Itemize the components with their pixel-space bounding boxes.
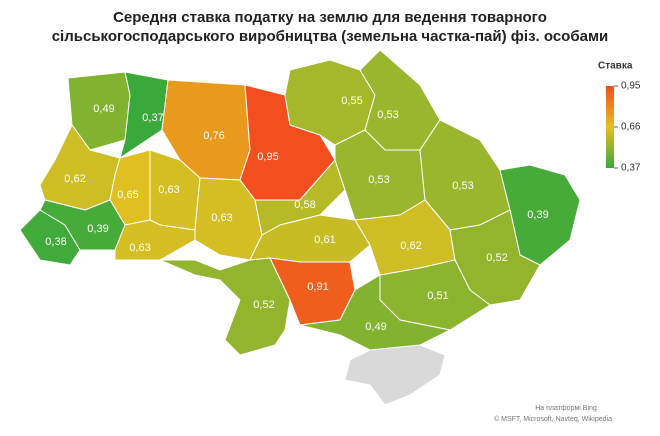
- region-value-label: 0,63: [129, 242, 150, 254]
- attribution: © MSFT, Microsoft, Navteq, Wikipedia: [494, 415, 612, 423]
- region-value-label: 0,52: [486, 252, 507, 264]
- region-value-label: 0,55: [341, 95, 362, 107]
- region-value-label: 0,61: [314, 234, 335, 246]
- region-value-label: 0,39: [527, 209, 548, 221]
- region-value-label: 0,62: [400, 240, 421, 252]
- region: [159, 257, 291, 356]
- legend-title: Ставка: [598, 61, 633, 72]
- region-value-label: 0,65: [117, 189, 138, 201]
- legend-tick-label: 0,95: [621, 81, 641, 92]
- region-value-label: 0,39: [87, 223, 108, 235]
- legend-tick-label: 0,37: [621, 163, 641, 174]
- region-value-label: 0,91: [307, 281, 328, 293]
- region-value-label: 0,53: [452, 180, 473, 192]
- region-value-label: 0,37: [142, 112, 163, 124]
- region-value-label: 0,76: [203, 130, 224, 142]
- region-value-label: 0,51: [427, 290, 448, 302]
- region-value-label: 0,95: [257, 151, 278, 163]
- map-title: Середня ставка податку на землю для веде…: [51, 9, 609, 45]
- region-value-label: 0,49: [93, 103, 114, 115]
- region: [299, 274, 451, 351]
- crimea: [344, 344, 446, 406]
- attribution: На платформі Bing: [535, 404, 597, 412]
- region-value-label: 0,62: [64, 173, 85, 185]
- region-value-label: 0,49: [365, 321, 386, 333]
- region-value-label: 0,63: [158, 184, 179, 196]
- region-value-label: 0,38: [45, 236, 66, 248]
- legend-tick-label: 0,66: [621, 122, 641, 133]
- region-value-label: 0,53: [368, 174, 389, 186]
- region-value-label: 0,52: [253, 299, 274, 311]
- region: [114, 219, 196, 261]
- region-value-label: 0,63: [211, 212, 232, 224]
- legend-bar: [606, 86, 614, 168]
- region-value-label: 0,58: [294, 199, 315, 211]
- region-value-label: 0,53: [377, 109, 398, 121]
